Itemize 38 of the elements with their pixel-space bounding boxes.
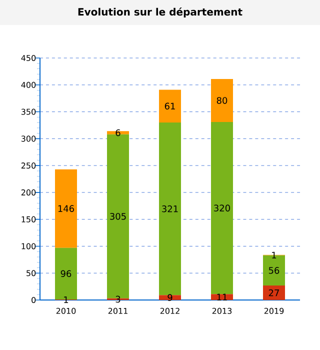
data-label: 9 [168,294,172,301]
data-label: 1 [64,296,68,304]
x-tick-label: 2011 [108,308,128,314]
bar [159,90,181,123]
data-label: 27 [268,289,279,296]
x-tick-label: 2013 [212,308,232,314]
data-label: 6 [116,129,120,136]
x-tick-label: 2019 [264,308,284,314]
y-tick-label: 250 [21,162,36,169]
x-tick-label: 2010 [56,308,76,314]
bar [211,294,233,300]
data-label: 56 [268,267,280,274]
bar [55,169,77,248]
y-tick-label: 0 [32,296,36,304]
x-tick-label: 2012 [160,308,180,314]
chart-title: Evolution sur le département [78,7,242,18]
data-label: 96 [60,270,72,278]
y-tick-label: 350 [21,108,36,115]
data-label: 11 [217,294,227,300]
y-tick-label: 200 [21,189,36,196]
bar [107,131,129,134]
bar [211,122,233,294]
data-label: 321 [162,205,178,212]
data-label: 80 [216,97,228,104]
data-label: 305 [110,212,126,220]
y-tick-label: 450 [21,54,36,62]
y-tick-label: 300 [21,136,36,142]
data-label: 146 [58,205,74,212]
y-tick-label: 50 [26,270,36,276]
bar [211,78,233,122]
bar [159,122,181,296]
y-tick-label: 400 [21,82,36,88]
data-label: 320 [214,204,230,212]
y-tick-label: 150 [22,216,36,222]
bar [263,285,285,300]
data-label: 61 [164,102,175,110]
y-tick-label: 100 [22,243,36,250]
bar [159,295,181,300]
